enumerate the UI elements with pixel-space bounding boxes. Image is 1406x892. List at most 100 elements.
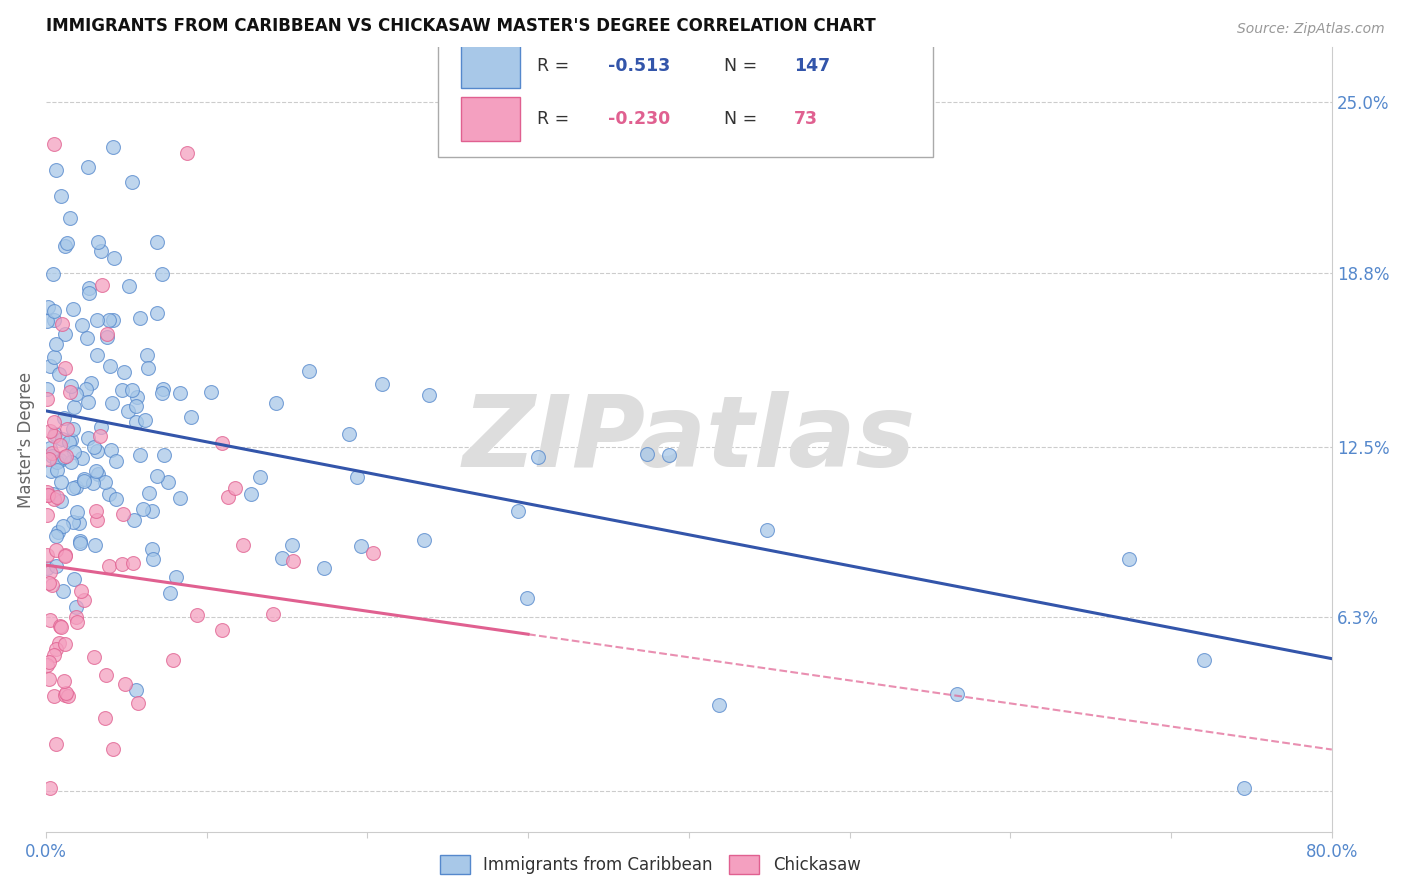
Point [79, 285, 101, 300]
Point [636, 447, 658, 461]
Point [101, 313, 124, 327]
Point [42, 415, 65, 429]
Point [69, 516, 91, 531]
Point [96, 330, 118, 344]
Point [122, 556, 145, 570]
Point [114, 677, 136, 691]
Point [89, 429, 111, 443]
Point [127, 697, 149, 711]
Point [49, 475, 72, 489]
Text: Source: ZipAtlas.com: Source: ZipAtlas.com [1237, 22, 1385, 37]
Point [1194, 653, 1216, 667]
Point [100, 443, 122, 458]
Point [39, 424, 62, 438]
Point [45, 737, 67, 751]
Point [73, 474, 96, 488]
Point [53, 548, 76, 562]
Point [60, 433, 83, 447]
Point [62, 515, 84, 529]
Legend: Immigrants from Caribbean, Chickasaw: Immigrants from Caribbean, Chickasaw [432, 847, 869, 883]
Point [38, 781, 60, 796]
Point [93, 475, 115, 490]
Point [45, 337, 67, 351]
Point [53, 239, 76, 253]
Point [49, 438, 72, 452]
Point [39, 359, 62, 373]
Point [186, 607, 208, 622]
Point [100, 359, 122, 373]
Point [312, 561, 335, 575]
Point [38, 656, 60, 670]
Point [46, 525, 69, 540]
Point [45, 162, 67, 177]
Point [346, 470, 368, 484]
Point [97, 558, 120, 573]
Point [62, 481, 84, 495]
Text: 147: 147 [794, 57, 831, 75]
Point [146, 235, 169, 250]
Point [60, 455, 83, 469]
Text: ZIPatlas: ZIPatlas [463, 392, 915, 488]
Text: -0.513: -0.513 [607, 57, 671, 75]
Point [152, 449, 174, 463]
Point [361, 546, 384, 560]
Point [180, 410, 202, 425]
Point [37, 488, 59, 502]
FancyBboxPatch shape [439, 44, 934, 157]
Point [262, 607, 284, 622]
Point [49, 189, 72, 203]
Point [41, 450, 63, 464]
Point [37, 300, 59, 314]
Point [87, 467, 110, 482]
Point [125, 415, 148, 429]
Point [37, 488, 59, 502]
Point [101, 396, 124, 410]
Point [46, 463, 69, 477]
Point [38, 442, 60, 456]
Point [37, 508, 59, 522]
Point [46, 490, 69, 504]
Point [117, 404, 139, 418]
Point [53, 410, 76, 425]
Y-axis label: Master's Degree: Master's Degree [17, 372, 35, 508]
Point [62, 445, 84, 459]
Point [283, 554, 305, 568]
Point [112, 507, 135, 521]
Point [37, 560, 59, 574]
Point [87, 235, 110, 250]
Point [62, 572, 84, 586]
Text: 73: 73 [794, 110, 818, 128]
Point [65, 387, 87, 401]
Point [101, 742, 124, 756]
Point [39, 613, 62, 627]
Point [169, 491, 191, 506]
Point [145, 305, 167, 319]
Text: N =: N = [724, 57, 756, 75]
Point [53, 637, 76, 651]
Point [101, 140, 124, 154]
Point [271, 551, 294, 566]
Point [70, 451, 93, 466]
Point [37, 392, 59, 406]
Point [45, 642, 67, 657]
Point [37, 382, 59, 396]
Point [211, 436, 233, 450]
Point [506, 504, 529, 518]
Point [42, 491, 65, 506]
Point [125, 683, 148, 698]
Point [281, 538, 304, 552]
Point [45, 542, 67, 557]
Point [1233, 781, 1256, 796]
Point [157, 475, 180, 490]
Point [76, 331, 98, 345]
Point [337, 427, 360, 442]
Point [37, 314, 59, 328]
Text: -0.230: -0.230 [607, 110, 671, 128]
Point [42, 648, 65, 663]
Point [83, 650, 105, 665]
Point [298, 364, 321, 378]
Point [77, 281, 100, 295]
Point [125, 390, 148, 404]
Point [48, 636, 70, 650]
Point [53, 450, 76, 464]
